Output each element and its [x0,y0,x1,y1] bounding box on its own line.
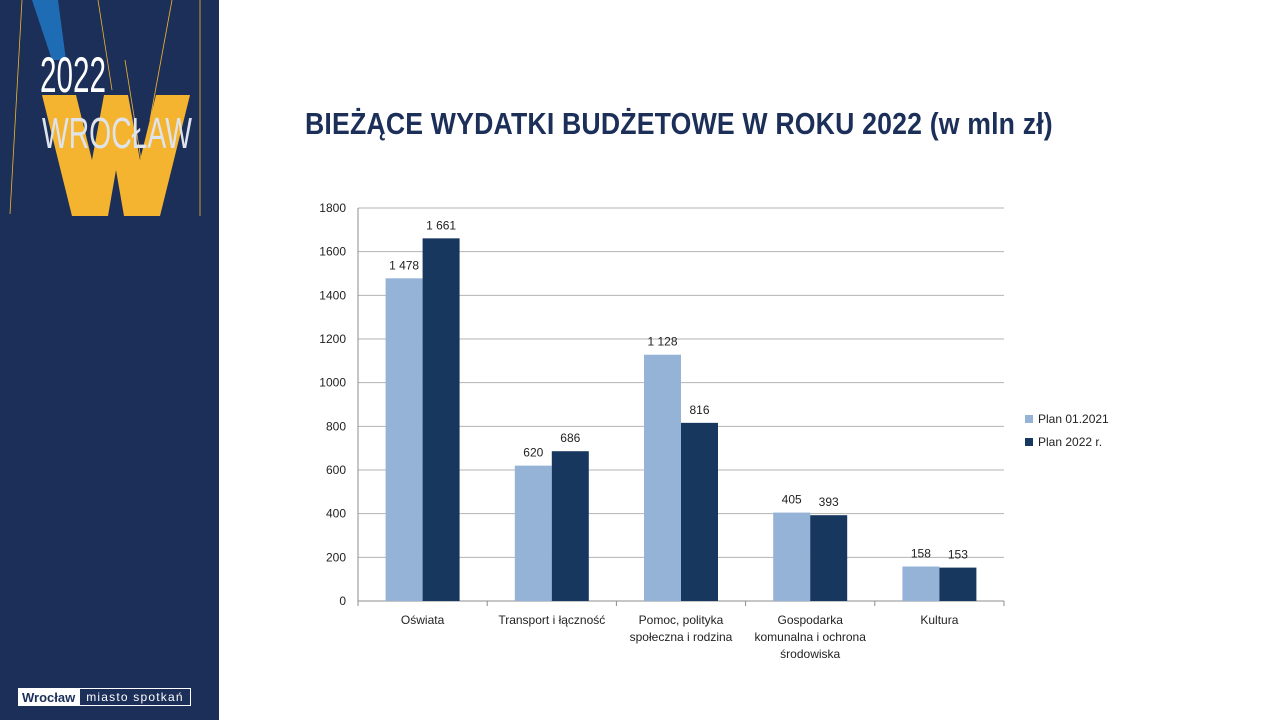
x-category-label: Gospodarka [778,613,844,627]
legend-item-series-2: Plan 2022 r. [1025,434,1109,450]
y-tick-label: 600 [326,463,346,477]
bar-series-2 [810,515,848,601]
y-tick-label: 1200 [319,332,346,346]
y-tick-label: 0 [339,594,346,608]
brand-tagline: miasto spotkań [79,688,191,706]
y-tick-label: 800 [326,419,346,433]
bar-series-1 [644,354,681,601]
bar-series-1 [902,566,940,601]
bar-series-1 [514,465,552,601]
legend-item-series-1: Plan 01.2021 [1025,411,1109,427]
x-category-label: Oświata [401,613,445,627]
y-tick-label: 400 [326,507,346,521]
sidebar: 2022 WROCŁAW Wrocław miasto spotkań [0,0,219,720]
y-tick-label: 1800 [319,201,346,215]
data-label: 158 [911,547,931,561]
data-label: 1 661 [426,218,456,232]
bar-series-2 [422,238,460,601]
logo-year: 2022 [40,47,106,103]
chart-legend: Plan 01.2021 Plan 2022 r. [1025,411,1109,457]
x-category-label: społeczna i rodzina [630,630,733,644]
data-label: 393 [819,495,839,509]
y-tick-label: 200 [326,550,346,564]
legend-label-series-2: Plan 2022 r. [1038,435,1103,449]
legend-swatch-series-1 [1025,415,1033,423]
logo-city: WROCŁAW [42,109,192,158]
data-label: 405 [782,493,802,507]
data-label: 153 [948,548,968,562]
data-label: 620 [523,446,543,460]
y-tick-label: 1600 [319,245,346,259]
data-label: 1 478 [389,258,419,272]
legend-label-series-1: Plan 01.2021 [1038,412,1109,426]
x-category-label: komunalna i ochrona [754,630,866,644]
x-category-label: środowiska [780,647,840,661]
wroclaw-2022-logo: 2022 WROCŁAW [9,0,201,217]
brand-badge: Wrocław miasto spotkań [18,688,191,706]
x-category-label: Pomoc, polityka [639,613,724,627]
brand-name: Wrocław [18,688,80,706]
bar-series-2 [681,422,718,601]
y-tick-label: 1400 [319,288,346,302]
data-label: 1 128 [647,335,677,349]
x-category-label: Kultura [920,613,958,627]
bar-series-1 [773,512,811,601]
x-category-label: Transport i łączność [498,613,605,627]
page-title: BIEŻĄCE WYDATKI BUDŻETOWE W ROKU 2022 (w… [305,106,1053,141]
bar-chart: 0 200 400 600 800 1000 1200 1400 1600 1800 1 478 1 … [319,201,1005,661]
legend-swatch-series-2 [1025,438,1033,446]
bar-series-2 [551,451,589,601]
y-tick-label: 1000 [319,376,346,390]
bar-series-1 [385,278,423,601]
data-label: 816 [689,403,709,417]
data-label: 686 [560,431,580,445]
bar-series-2 [939,567,977,601]
